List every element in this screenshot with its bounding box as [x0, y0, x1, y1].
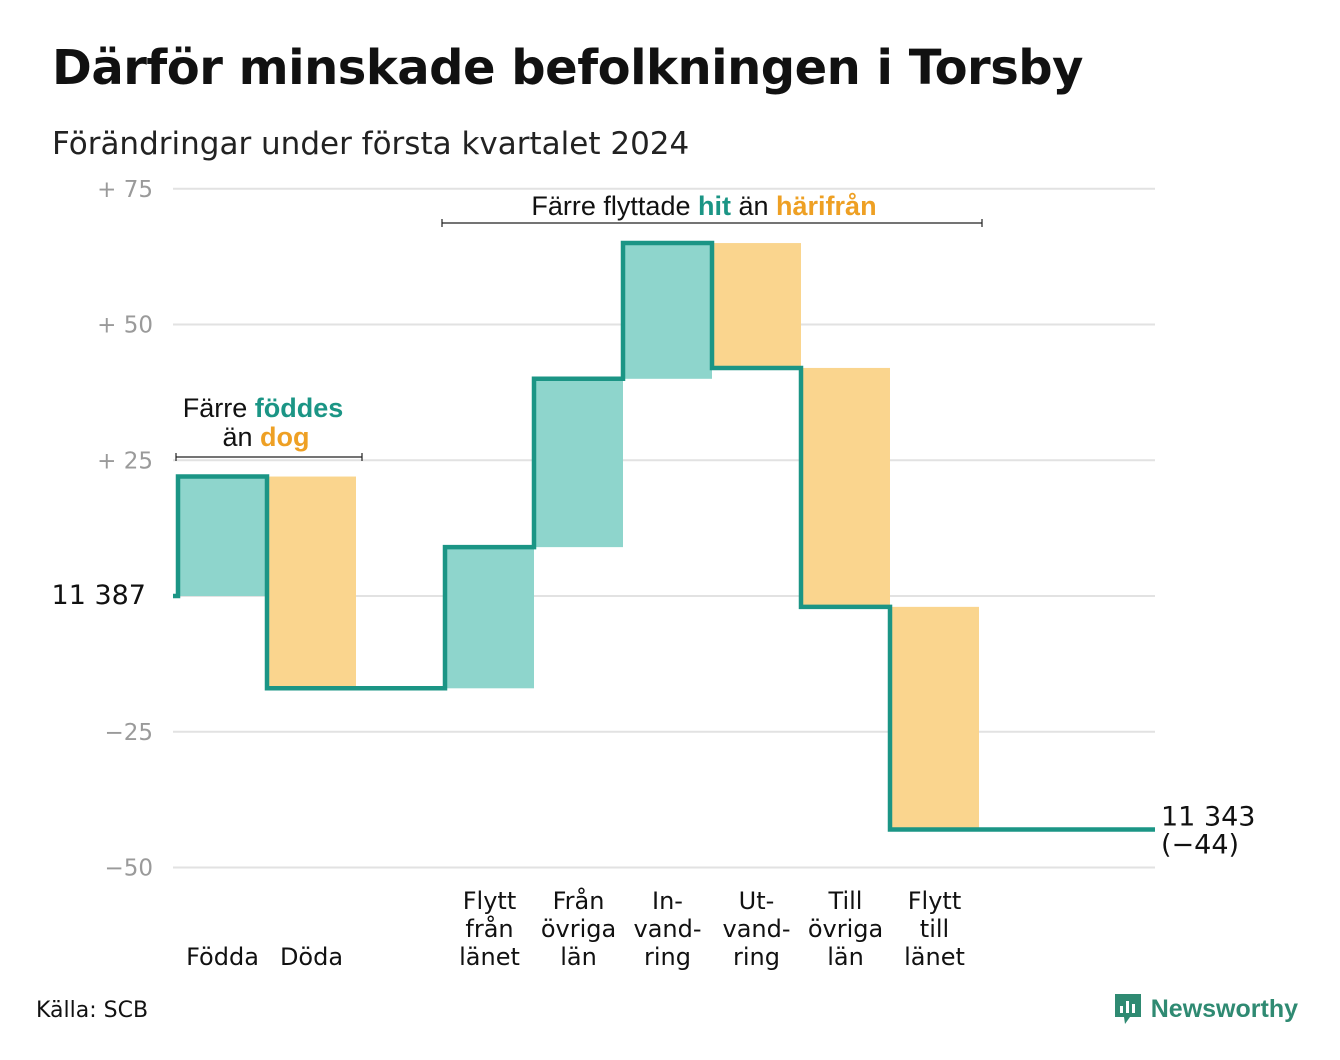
category-label: Flytt	[463, 887, 517, 915]
annotation-highlight-orange: dog	[260, 422, 309, 452]
category-label: Ut-	[739, 887, 775, 915]
brand-logo: Newsworthy	[1113, 992, 1298, 1026]
brand-name: Newsworthy	[1150, 994, 1298, 1023]
category-label: Flytt	[908, 887, 962, 915]
category-label: till	[920, 915, 949, 943]
annotation-text: än	[222, 422, 260, 452]
annotation-text: Färre flyttade	[531, 191, 698, 221]
bar	[178, 476, 267, 596]
annotation-text: än	[731, 191, 776, 221]
chart-title: Därför minskade befolkningen i Torsby	[52, 40, 1083, 96]
annotation-migration: Färre flyttade hit än härifrån	[531, 191, 876, 221]
category-label: Döda	[280, 943, 343, 971]
bar	[890, 606, 979, 830]
category-label: Till	[828, 887, 863, 915]
bars	[178, 243, 979, 830]
y-tick-label: + 75	[97, 177, 153, 203]
category-label: ring	[644, 943, 691, 971]
running-total-path	[173, 240, 1155, 832]
bar	[801, 367, 890, 607]
y-tick-label: + 50	[97, 313, 153, 339]
category-label: övriga	[541, 915, 616, 943]
y-tick-label: + 25	[97, 448, 153, 474]
category-label: Födda	[186, 943, 259, 971]
annotation-highlight-teal: hit	[698, 191, 731, 221]
annotation-text: Färre	[183, 393, 255, 423]
category-label: ring	[733, 943, 780, 971]
bar	[267, 476, 356, 689]
y-tick-label: −25	[104, 720, 153, 746]
annotation-highlight-orange: härifrån	[776, 191, 877, 221]
end-value-label: 11 343	[1161, 801, 1255, 832]
category-label: län	[560, 943, 597, 971]
category-labels: Födda DödaFlyttfrånlänetFrånövrigalänIn-v…	[186, 886, 965, 971]
category-label: från	[465, 914, 513, 943]
end-labels: 11 343(−44)	[1161, 801, 1255, 860]
source-note: Källa: SCB	[36, 998, 149, 1023]
running-total-line	[173, 240, 1155, 832]
end-change-label: (−44)	[1161, 829, 1239, 860]
category-label: vand-	[722, 915, 790, 943]
bar	[534, 378, 623, 548]
y-axis-ticks: + 75 + 50 + 25 −25 −50 11 387	[52, 177, 153, 882]
bar	[623, 243, 712, 379]
bar	[712, 243, 801, 368]
bar	[445, 547, 534, 689]
chart-subtitle: Förändringar under första kvartalet 2024	[52, 126, 690, 162]
annotation-highlight-teal: föddes	[255, 393, 344, 423]
annotation-born-line2: än dog	[222, 422, 309, 452]
category-label: länet	[904, 943, 965, 971]
category-label: vand-	[633, 915, 701, 943]
category-label: länet	[459, 943, 520, 971]
category-label: In-	[652, 887, 683, 915]
annotation-born-line1: Färre föddes	[183, 393, 344, 423]
start-value-label: 11 387	[52, 580, 146, 611]
y-tick-label: −50	[104, 856, 153, 882]
category-label: län	[827, 943, 864, 971]
category-label: övriga	[808, 915, 883, 943]
newsworthy-logo-icon	[1114, 994, 1141, 1024]
category-label: Från	[553, 886, 605, 915]
